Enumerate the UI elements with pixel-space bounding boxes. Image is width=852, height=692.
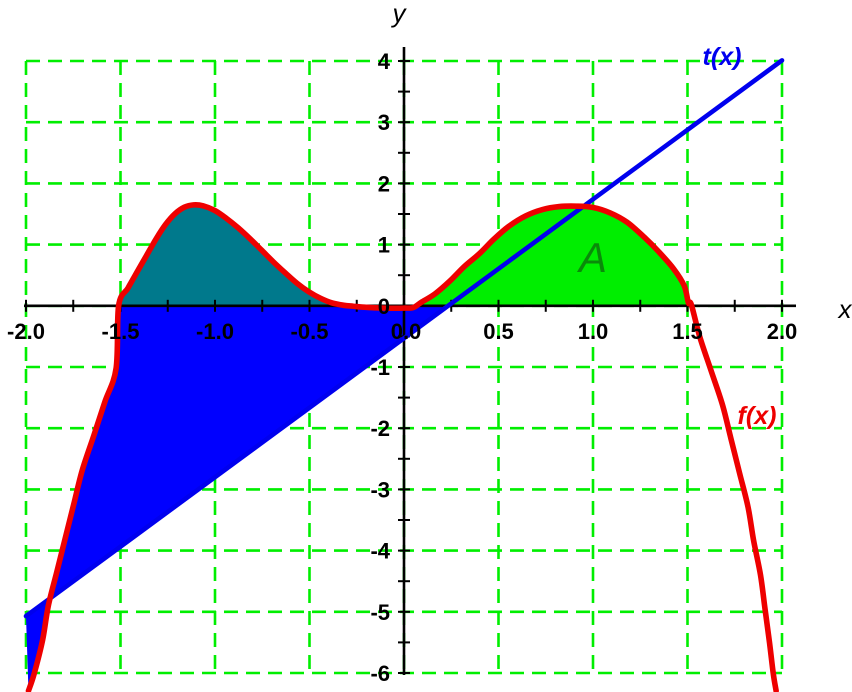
svg-text:1.0: 1.0	[578, 319, 609, 344]
svg-text:f(x): f(x)	[738, 402, 777, 430]
svg-text:1: 1	[378, 233, 390, 258]
svg-text:0: 0	[378, 294, 390, 319]
svg-text:0.0: 0.0	[391, 319, 422, 344]
svg-text:-1: -1	[370, 355, 390, 380]
svg-text:4: 4	[378, 49, 391, 74]
svg-text:1.5: 1.5	[672, 319, 703, 344]
svg-text:-3: -3	[370, 477, 390, 502]
svg-text:t(x): t(x)	[703, 43, 742, 71]
svg-text:A: A	[576, 234, 607, 281]
svg-text:2.0: 2.0	[767, 319, 798, 344]
svg-text:-0.5: -0.5	[291, 319, 329, 344]
svg-text:-5: -5	[370, 600, 390, 625]
svg-text:3: 3	[378, 110, 390, 135]
svg-text:-1.5: -1.5	[102, 319, 140, 344]
svg-text:-4: -4	[370, 539, 390, 564]
svg-text:-2: -2	[370, 416, 390, 441]
svg-text:y: y	[391, 0, 408, 28]
svg-text:-2.0: -2.0	[7, 319, 45, 344]
svg-text:x: x	[837, 294, 852, 324]
svg-text:-1.0: -1.0	[196, 319, 234, 344]
svg-text:2: 2	[378, 171, 390, 196]
svg-text:-6: -6	[370, 661, 390, 686]
svg-text:0.5: 0.5	[483, 319, 514, 344]
